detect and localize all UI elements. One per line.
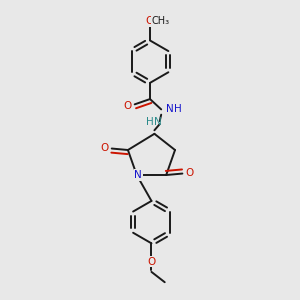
Text: N: N: [167, 104, 174, 114]
Text: CH₃: CH₃: [152, 16, 169, 26]
Text: H: H: [174, 104, 182, 114]
Text: O: O: [147, 256, 156, 267]
Text: O: O: [100, 143, 109, 153]
Text: N: N: [134, 170, 142, 180]
Text: H: H: [146, 117, 154, 127]
Text: N: N: [154, 117, 162, 127]
Text: O: O: [123, 101, 131, 111]
Text: O: O: [146, 16, 154, 26]
Text: O: O: [186, 168, 194, 178]
